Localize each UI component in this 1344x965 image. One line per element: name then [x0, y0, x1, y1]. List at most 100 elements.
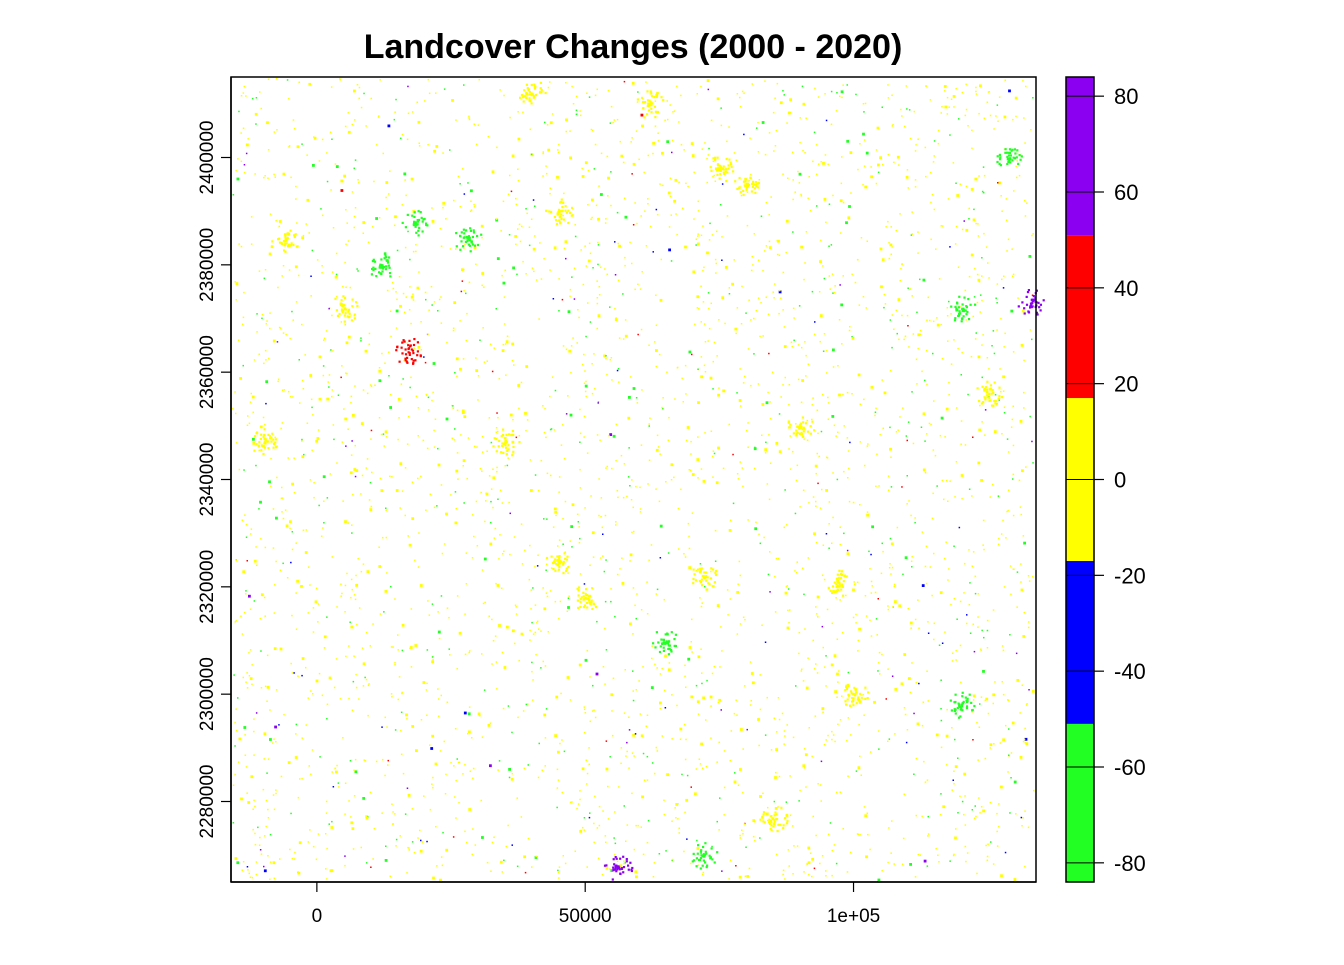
raster-pixel [958, 118, 960, 120]
raster-pixel [580, 249, 582, 251]
legend-color-block [1066, 723, 1094, 882]
raster-pixel [340, 179, 344, 183]
raster-pixel [1003, 586, 1006, 588]
raster-pixel [740, 728, 743, 731]
raster-pixel [370, 866, 372, 868]
raster-pixel [293, 672, 295, 674]
raster-pixel [619, 872, 622, 875]
raster-pixel [567, 566, 570, 569]
raster-pixel [295, 723, 298, 726]
raster-pixel [777, 806, 779, 808]
raster-pixel [589, 603, 592, 606]
raster-pixel [293, 235, 296, 239]
raster-pixel [700, 648, 702, 650]
raster-pixel [636, 222, 638, 225]
raster-pixel [505, 433, 508, 436]
raster-pixel [530, 589, 532, 591]
raster-pixels [232, 78, 1035, 882]
raster-pixel [1003, 406, 1006, 408]
raster-pixel [238, 110, 240, 113]
raster-pixel [1012, 273, 1015, 276]
raster-pixel [1023, 407, 1025, 409]
raster-pixel [534, 565, 536, 568]
raster-pixel [847, 216, 851, 220]
raster-pixel [544, 407, 546, 410]
raster-pixel [847, 450, 850, 452]
raster-pixel [627, 864, 630, 867]
raster-pixel [822, 265, 824, 267]
raster-pixel [321, 138, 324, 141]
raster-pixel [1002, 693, 1005, 696]
raster-pixel [704, 861, 707, 864]
raster-pixel [857, 766, 861, 770]
raster-pixel [632, 162, 636, 166]
raster-pixel [993, 430, 997, 433]
raster-pixel [395, 98, 397, 101]
raster-pixel [288, 269, 291, 271]
raster-pixel [1025, 303, 1029, 306]
raster-pixel [616, 369, 619, 372]
raster-pixel [529, 100, 532, 103]
raster-pixel [388, 256, 391, 259]
raster-pixel [817, 96, 820, 98]
raster-pixel [582, 595, 585, 598]
raster-pixel [284, 242, 287, 245]
raster-pixel [827, 163, 829, 166]
raster-pixel [843, 574, 846, 577]
raster-pixel [558, 476, 561, 478]
raster-pixel [831, 273, 834, 275]
raster-pixel [407, 846, 409, 849]
raster-pixel [892, 124, 894, 126]
raster-pixel [762, 813, 765, 816]
raster-pixel [443, 543, 446, 545]
raster-pixel [742, 189, 745, 192]
raster-pixel [257, 445, 260, 448]
raster-pixel [301, 737, 303, 739]
raster-pixel [283, 244, 286, 247]
raster-pixel [739, 105, 742, 108]
raster-pixel [865, 307, 868, 309]
raster-pixel [852, 616, 855, 619]
raster-pixel [824, 666, 826, 668]
raster-pixel [336, 295, 338, 298]
raster-pixel [495, 582, 497, 585]
raster-pixel [360, 106, 363, 109]
raster-pixel [656, 667, 658, 669]
raster-pixel [600, 193, 603, 196]
raster-pixel [889, 243, 893, 247]
raster-pixel [265, 799, 268, 802]
raster-pixel [864, 595, 867, 597]
raster-pixel [1031, 234, 1033, 237]
raster-pixel [552, 567, 555, 571]
raster-pixel [813, 532, 816, 536]
raster-pixel [395, 838, 398, 841]
raster-pixel [705, 579, 708, 582]
raster-pixel [501, 442, 504, 445]
raster-pixel [574, 224, 576, 226]
raster-pixel [858, 701, 861, 704]
raster-pixel [301, 440, 303, 442]
raster-pixel [740, 194, 743, 197]
raster-pixel [500, 587, 503, 589]
raster-pixel [342, 295, 345, 298]
raster-pixel [410, 358, 413, 361]
raster-pixel [590, 599, 593, 602]
raster-pixel [893, 583, 896, 586]
raster-pixel [944, 557, 946, 560]
raster-pixel [896, 332, 898, 335]
raster-pixel [305, 529, 308, 531]
raster-pixel [628, 729, 631, 731]
raster-pixel [948, 568, 950, 570]
raster-pixel [774, 97, 776, 99]
raster-pixel [637, 283, 639, 286]
raster-pixel [933, 552, 935, 555]
raster-pixel [352, 848, 355, 850]
raster-pixel [1000, 390, 1002, 393]
raster-pixel [289, 337, 291, 340]
raster-pixel [936, 323, 940, 327]
raster-pixel [327, 381, 329, 383]
raster-pixel [789, 775, 791, 777]
raster-pixel [265, 359, 267, 361]
raster-pixel [475, 369, 479, 372]
raster-pixel [579, 537, 581, 540]
